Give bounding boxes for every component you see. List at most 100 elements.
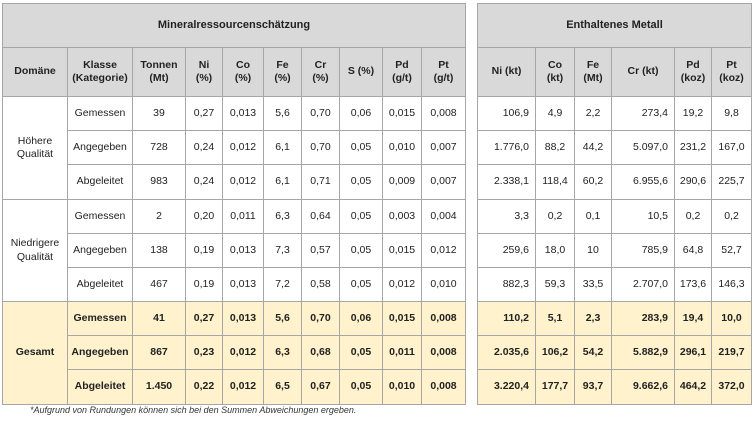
value-cell: 0,27 (185, 96, 223, 131)
value-cell: 0,27 (185, 301, 223, 336)
footnote: *Aufgrund von Rundungen können sich bei … (30, 405, 357, 415)
value-cell: 3,3 (477, 199, 536, 234)
value-cell: 0,010 (421, 267, 466, 302)
value-cell: 93,7 (574, 369, 612, 405)
value-cell: 0,58 (301, 267, 340, 302)
value-cell: 5,6 (263, 96, 302, 131)
value-cell: 54,2 (574, 335, 612, 370)
column-header: Klasse (Kategorie) (67, 47, 133, 97)
value-cell: 88,2 (535, 130, 575, 165)
value-cell: 0,05 (339, 267, 383, 302)
value-cell: 0,19 (185, 267, 223, 302)
value-cell: 785,9 (611, 233, 675, 268)
value-cell: 273,4 (611, 96, 675, 131)
value-cell: 6,5 (263, 369, 302, 405)
class-cell: Gemessen (67, 301, 133, 336)
column-header: Pt (koz) (711, 47, 752, 97)
class-cell: Angegeben (67, 130, 133, 165)
value-cell: 167,0 (711, 130, 752, 165)
value-cell: 6,1 (263, 130, 302, 165)
value-cell: 0,008 (421, 335, 466, 370)
value-cell: 0,015 (382, 96, 422, 131)
value-cell: 0,012 (222, 130, 264, 165)
value-cell: 0,23 (185, 335, 223, 370)
value-cell: 7,3 (263, 233, 302, 268)
value-cell: 231,2 (674, 130, 712, 165)
class-cell: Gemessen (67, 96, 133, 131)
value-cell: 0,013 (222, 267, 264, 302)
class-cell: Angegeben (67, 233, 133, 268)
value-cell: 0,009 (382, 164, 422, 200)
class-cell: Gemessen (67, 199, 133, 234)
value-cell: 0,015 (382, 301, 422, 336)
value-cell: 0,010 (382, 369, 422, 405)
value-cell: 0,05 (339, 335, 383, 370)
value-cell: 2.707,0 (611, 267, 675, 302)
column-header: Pd (koz) (674, 47, 712, 97)
column-header: Ni (kt) (477, 47, 536, 97)
value-cell: 18,0 (535, 233, 575, 268)
value-cell: 0,003 (382, 199, 422, 234)
value-cell: 9.662,6 (611, 369, 675, 405)
value-cell: 2,3 (574, 301, 612, 336)
value-cell: 0,012 (421, 233, 466, 268)
value-cell: 0,70 (301, 301, 340, 336)
value-cell: 0,004 (421, 199, 466, 234)
class-cell: Angegeben (67, 335, 133, 370)
column-header: S (%) (339, 47, 383, 97)
value-cell: 0,71 (301, 164, 340, 200)
value-cell: 44,2 (574, 130, 612, 165)
class-cell: Abgeleitet (67, 369, 133, 405)
value-cell: 0,013 (222, 233, 264, 268)
value-cell: 10 (574, 233, 612, 268)
value-cell: 0,011 (382, 335, 422, 370)
value-cell: 2.338,1 (477, 164, 536, 200)
value-cell: 867 (132, 335, 186, 370)
value-cell: 5,6 (263, 301, 302, 336)
value-cell: 728 (132, 130, 186, 165)
value-cell: 41 (132, 301, 186, 336)
value-cell: 0,1 (574, 199, 612, 234)
value-cell: 7,2 (263, 267, 302, 302)
value-cell: 0,06 (339, 301, 383, 336)
value-cell: 146,3 (711, 267, 752, 302)
class-cell: Abgeleitet (67, 267, 133, 302)
value-cell: 0,64 (301, 199, 340, 234)
value-cell: 0,012 (382, 267, 422, 302)
column-header: Tonnen (Mt) (132, 47, 186, 97)
value-cell: 2.035,6 (477, 335, 536, 370)
value-cell: 60,2 (574, 164, 612, 200)
value-cell: 259,6 (477, 233, 536, 268)
value-cell: 882,3 (477, 267, 536, 302)
column-header: Domäne (2, 47, 68, 97)
column-header: Cr (%) (301, 47, 340, 97)
value-cell: 2,2 (574, 96, 612, 131)
column-header: Fe (Mt) (574, 47, 612, 97)
table-title: Mineralressourcenschätzung (2, 3, 466, 48)
value-cell: 464,2 (674, 369, 712, 405)
value-cell: 225,7 (711, 164, 752, 200)
value-cell: 0,012 (222, 369, 264, 405)
value-cell: 4,9 (535, 96, 575, 131)
value-cell: 19,2 (674, 96, 712, 131)
value-cell: 6.955,6 (611, 164, 675, 200)
value-cell: 283,9 (611, 301, 675, 336)
table-title: Enthaltenes Metall (477, 3, 752, 48)
value-cell: 0,70 (301, 130, 340, 165)
value-cell: 0,05 (339, 233, 383, 268)
column-header: Fe (%) (263, 47, 302, 97)
column-header: Co (%) (222, 47, 264, 97)
value-cell: 467 (132, 267, 186, 302)
value-cell: 0,008 (421, 369, 466, 405)
value-cell: 6,3 (263, 199, 302, 234)
value-cell: 5.882,9 (611, 335, 675, 370)
value-cell: 1.776,0 (477, 130, 536, 165)
value-cell: 0,05 (339, 199, 383, 234)
value-cell: 0,57 (301, 233, 340, 268)
value-cell: 10,0 (711, 301, 752, 336)
value-cell: 0,013 (222, 301, 264, 336)
value-cell: 138 (132, 233, 186, 268)
column-header: Pt (g/t) (421, 47, 466, 97)
value-cell: 59,3 (535, 267, 575, 302)
value-cell: 1.450 (132, 369, 186, 405)
